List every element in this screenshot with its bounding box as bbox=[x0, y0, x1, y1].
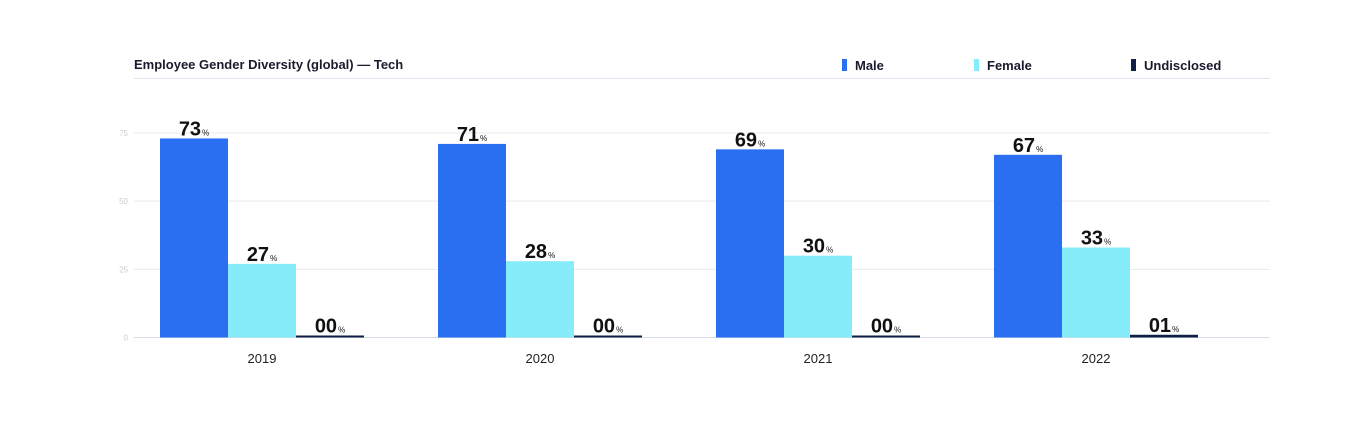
legend-swatch-male bbox=[842, 59, 847, 71]
bar-undisclosed-2019 bbox=[296, 335, 364, 338]
value-label-female-2021: 30% bbox=[803, 236, 833, 258]
value-label-male-2020: 71% bbox=[457, 124, 487, 146]
value-number: 67 bbox=[1013, 135, 1035, 157]
bar-undisclosed-2021 bbox=[852, 335, 920, 338]
value-percent-sign: % bbox=[338, 326, 345, 335]
value-percent-sign: % bbox=[894, 326, 901, 335]
value-percent-sign: % bbox=[270, 254, 277, 263]
value-percent-sign: % bbox=[1036, 145, 1043, 154]
legend-swatch-undisclosed bbox=[1131, 59, 1136, 71]
y-tick-label-0: 0 bbox=[124, 334, 129, 343]
bar-undisclosed-2022 bbox=[1130, 334, 1198, 338]
bar-male-2021 bbox=[716, 149, 784, 338]
value-number: 00 bbox=[871, 316, 893, 338]
legend-item-undisclosed: Undisclosed bbox=[1131, 57, 1221, 73]
bar-female-2019 bbox=[228, 263, 296, 338]
value-percent-sign: % bbox=[1104, 238, 1111, 247]
y-tick-label-25: 25 bbox=[119, 265, 128, 274]
value-label-undisclosed-2019: 00% bbox=[315, 316, 345, 338]
value-label-undisclosed-2021: 00% bbox=[871, 316, 901, 338]
value-percent-sign: % bbox=[480, 134, 487, 143]
value-label-female-2019: 27% bbox=[247, 244, 277, 266]
value-number: 01 bbox=[1149, 315, 1171, 337]
value-number: 27 bbox=[247, 244, 269, 266]
value-percent-sign: % bbox=[826, 246, 833, 255]
value-percent-sign: % bbox=[1172, 325, 1179, 334]
value-percent-sign: % bbox=[758, 139, 765, 148]
value-number: 73 bbox=[179, 118, 201, 140]
x-category-label-2020: 2020 bbox=[526, 351, 555, 366]
value-label-undisclosed-2022: 01% bbox=[1149, 315, 1179, 337]
x-category-label-2019: 2019 bbox=[248, 351, 277, 366]
y-tick-label-75: 75 bbox=[119, 129, 128, 138]
bar-male-2020 bbox=[438, 143, 506, 338]
value-number: 30 bbox=[803, 236, 825, 258]
value-percent-sign: % bbox=[616, 326, 623, 335]
bar-male-2022 bbox=[994, 154, 1062, 338]
x-category-label-2022: 2022 bbox=[1082, 351, 1111, 366]
y-tick-label-50: 50 bbox=[119, 197, 128, 206]
value-number: 28 bbox=[525, 241, 547, 263]
value-label-male-2019: 73% bbox=[179, 118, 209, 140]
value-percent-sign: % bbox=[202, 128, 209, 137]
value-label-female-2022: 33% bbox=[1081, 228, 1111, 250]
value-percent-sign: % bbox=[548, 251, 555, 260]
value-label-female-2020: 28% bbox=[525, 241, 555, 263]
bar-female-2020 bbox=[506, 261, 574, 338]
value-label-male-2021: 69% bbox=[735, 129, 765, 151]
bar-female-2021 bbox=[784, 255, 852, 338]
legend-item-female: Female bbox=[974, 57, 1032, 73]
legend-label-female: Female bbox=[987, 57, 1032, 73]
legend-swatch-female bbox=[974, 59, 979, 71]
bar-undisclosed-2020 bbox=[574, 335, 642, 338]
legend-label-undisclosed: Undisclosed bbox=[1144, 57, 1222, 73]
legend-item-male: Male bbox=[842, 57, 884, 73]
value-label-undisclosed-2020: 00% bbox=[593, 316, 623, 338]
legend-label-male: Male bbox=[855, 57, 884, 73]
bar-female-2022 bbox=[1062, 247, 1130, 338]
bar-male-2019 bbox=[160, 138, 228, 338]
x-category-label-2021: 2021 bbox=[804, 351, 833, 366]
value-number: 33 bbox=[1081, 228, 1103, 250]
value-number: 69 bbox=[735, 129, 757, 151]
header-divider bbox=[134, 78, 1270, 79]
value-number: 00 bbox=[315, 316, 337, 338]
value-label-male-2022: 67% bbox=[1013, 135, 1043, 157]
value-number: 00 bbox=[593, 316, 615, 338]
chart-title: Employee Gender Diversity (global) — Tec… bbox=[134, 57, 404, 72]
value-number: 71 bbox=[457, 124, 479, 146]
